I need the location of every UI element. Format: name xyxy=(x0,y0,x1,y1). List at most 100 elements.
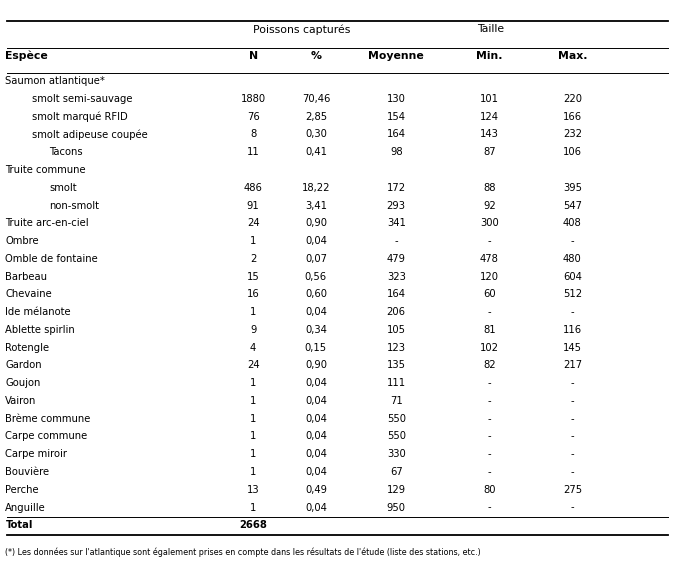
Text: Tacons: Tacons xyxy=(49,147,83,157)
Text: 0,60: 0,60 xyxy=(305,289,327,299)
Text: 950: 950 xyxy=(387,503,406,513)
Text: 116: 116 xyxy=(563,325,582,335)
Text: 88: 88 xyxy=(483,183,495,193)
Text: 71: 71 xyxy=(390,396,402,406)
Text: 92: 92 xyxy=(483,201,495,210)
Text: 13: 13 xyxy=(247,485,259,495)
Text: -: - xyxy=(570,467,574,477)
Text: 123: 123 xyxy=(387,343,406,352)
Text: 4: 4 xyxy=(250,343,256,352)
Text: Taille: Taille xyxy=(477,24,505,34)
Text: 135: 135 xyxy=(387,360,406,371)
Text: 0,04: 0,04 xyxy=(305,236,327,246)
Text: Rotengle: Rotengle xyxy=(5,343,49,352)
Text: 60: 60 xyxy=(483,289,495,299)
Text: 8: 8 xyxy=(250,130,256,139)
Text: smolt marqué RFID: smolt marqué RFID xyxy=(32,112,128,122)
Text: Saumon atlantique*: Saumon atlantique* xyxy=(5,76,105,86)
Text: 478: 478 xyxy=(480,254,499,264)
Text: 81: 81 xyxy=(483,325,495,335)
Text: Barbeau: Barbeau xyxy=(5,272,47,281)
Text: -: - xyxy=(570,396,574,406)
Text: 143: 143 xyxy=(480,130,499,139)
Text: 0,04: 0,04 xyxy=(305,396,327,406)
Text: -: - xyxy=(394,236,398,246)
Text: Goujon: Goujon xyxy=(5,378,40,388)
Text: -: - xyxy=(570,450,574,459)
Text: -: - xyxy=(570,236,574,246)
Text: Chevaine: Chevaine xyxy=(5,289,52,299)
Text: Carpe commune: Carpe commune xyxy=(5,431,88,442)
Text: 206: 206 xyxy=(387,307,406,317)
Text: -: - xyxy=(570,307,574,317)
Text: 300: 300 xyxy=(480,218,499,228)
Text: 330: 330 xyxy=(387,450,406,459)
Text: 70,46: 70,46 xyxy=(302,94,330,104)
Text: Total: Total xyxy=(5,521,33,530)
Text: 91: 91 xyxy=(247,201,259,210)
Text: 0,56: 0,56 xyxy=(305,272,327,281)
Text: smolt: smolt xyxy=(49,183,77,193)
Text: 18,22: 18,22 xyxy=(302,183,330,193)
Text: -: - xyxy=(487,467,491,477)
Text: Min.: Min. xyxy=(476,51,503,61)
Text: Omble de fontaine: Omble de fontaine xyxy=(5,254,98,264)
Text: (*) Les données sur l'atlantique sont également prises en compte dans les résult: (*) Les données sur l'atlantique sont ég… xyxy=(5,547,481,557)
Text: 3,41: 3,41 xyxy=(305,201,327,210)
Text: 220: 220 xyxy=(563,94,582,104)
Text: Vairon: Vairon xyxy=(5,396,36,406)
Text: 408: 408 xyxy=(563,218,582,228)
Text: Poissons capturés: Poissons capturés xyxy=(252,24,350,35)
Text: smolt semi-sauvage: smolt semi-sauvage xyxy=(32,94,133,104)
Text: Max.: Max. xyxy=(558,51,587,61)
Text: 0,15: 0,15 xyxy=(305,343,327,352)
Text: 550: 550 xyxy=(387,431,406,442)
Text: -: - xyxy=(570,414,574,424)
Text: 0,04: 0,04 xyxy=(305,431,327,442)
Text: 67: 67 xyxy=(390,467,402,477)
Text: 1: 1 xyxy=(250,236,256,246)
Text: 550: 550 xyxy=(387,414,406,424)
Text: N: N xyxy=(248,51,258,61)
Text: Ombre: Ombre xyxy=(5,236,39,246)
Text: 323: 323 xyxy=(387,272,406,281)
Text: 0,90: 0,90 xyxy=(305,218,327,228)
Text: 0,04: 0,04 xyxy=(305,307,327,317)
Text: Perche: Perche xyxy=(5,485,39,495)
Text: 11: 11 xyxy=(247,147,259,157)
Text: -: - xyxy=(487,450,491,459)
Text: 105: 105 xyxy=(387,325,406,335)
Text: 164: 164 xyxy=(387,130,406,139)
Text: 24: 24 xyxy=(247,360,259,371)
Text: -: - xyxy=(487,236,491,246)
Text: -: - xyxy=(487,378,491,388)
Text: smolt adipeuse coupée: smolt adipeuse coupée xyxy=(32,130,148,140)
Text: 130: 130 xyxy=(387,94,406,104)
Text: 480: 480 xyxy=(563,254,582,264)
Text: -: - xyxy=(487,503,491,513)
Text: 80: 80 xyxy=(483,485,495,495)
Text: -: - xyxy=(487,431,491,442)
Text: 1880: 1880 xyxy=(240,94,266,104)
Text: 217: 217 xyxy=(563,360,582,371)
Text: 0,90: 0,90 xyxy=(305,360,327,371)
Text: 486: 486 xyxy=(244,183,263,193)
Text: 0,30: 0,30 xyxy=(305,130,327,139)
Text: 2668: 2668 xyxy=(239,521,267,530)
Text: Bouvière: Bouvière xyxy=(5,467,49,477)
Text: 1: 1 xyxy=(250,503,256,513)
Text: 129: 129 xyxy=(387,485,406,495)
Text: 15: 15 xyxy=(247,272,259,281)
Text: 9: 9 xyxy=(250,325,256,335)
Text: 76: 76 xyxy=(247,112,259,122)
Text: 1: 1 xyxy=(250,431,256,442)
Text: 0,34: 0,34 xyxy=(305,325,327,335)
Text: Anguille: Anguille xyxy=(5,503,46,513)
Text: Moyenne: Moyenne xyxy=(369,51,424,61)
Text: 16: 16 xyxy=(247,289,259,299)
Text: Brème commune: Brème commune xyxy=(5,414,90,424)
Text: -: - xyxy=(570,378,574,388)
Text: 2,85: 2,85 xyxy=(305,112,327,122)
Text: 172: 172 xyxy=(387,183,406,193)
Text: 0,41: 0,41 xyxy=(305,147,327,157)
